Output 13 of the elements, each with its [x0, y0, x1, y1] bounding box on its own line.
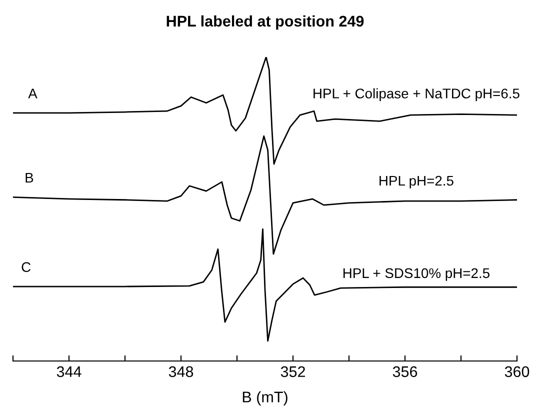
x-tick-label: 360 [504, 366, 530, 378]
annotation: HPL pH=2.5 [380, 176, 454, 188]
x-axis-title: B (mT) [242, 391, 288, 406]
annotation: A [28, 88, 38, 98]
x-tick-label: 344 [56, 366, 82, 378]
x-tick-label: 352 [280, 366, 305, 378]
x-tick-label: 356 [392, 366, 418, 378]
annotation: HPL + Colipase + NaTDC pH=6.5 [314, 88, 520, 102]
x-tick-label: 348 [168, 366, 194, 378]
annotation: HPL + SDS10% pH=2.5 [343, 268, 490, 281]
annotation: B [26, 172, 34, 182]
annotation: C [22, 262, 31, 272]
chart-title: HPL labeled at position 249 [166, 15, 364, 30]
